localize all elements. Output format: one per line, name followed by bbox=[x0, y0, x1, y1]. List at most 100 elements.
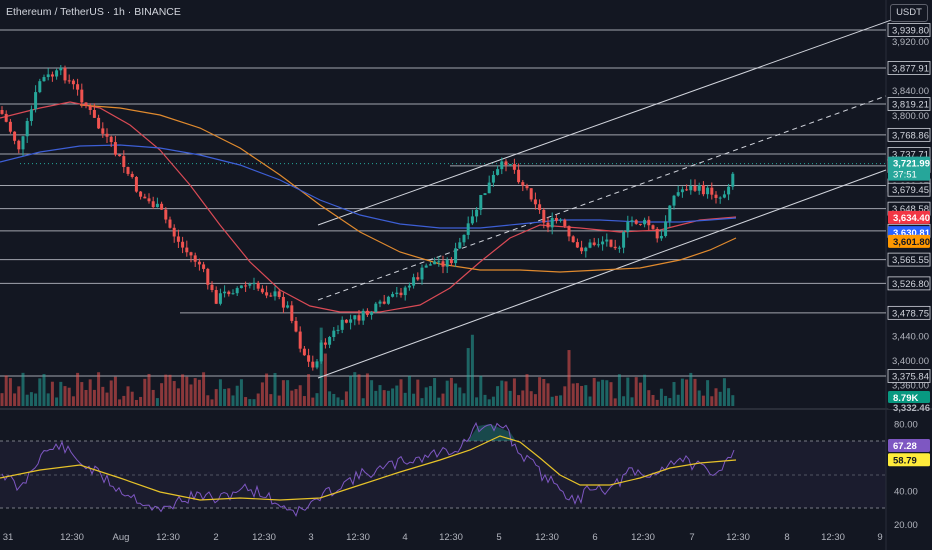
candle-body bbox=[596, 244, 600, 246]
candle-body bbox=[0, 110, 4, 114]
volume-bar bbox=[500, 380, 504, 406]
candle-body bbox=[378, 301, 382, 304]
volume-bar bbox=[223, 388, 227, 406]
time-label: 2 bbox=[213, 532, 218, 543]
candle-body bbox=[412, 277, 416, 286]
candle-body bbox=[34, 92, 38, 110]
ma-orange-badge-box bbox=[888, 234, 930, 248]
volume-bar bbox=[84, 389, 88, 406]
volume-bar bbox=[693, 378, 697, 406]
volume-bar bbox=[643, 374, 647, 406]
trend-channel[interactable] bbox=[317, 17, 898, 379]
volume-bar bbox=[269, 394, 273, 406]
volume-bar bbox=[374, 390, 378, 406]
level-label: 3,939.80 bbox=[892, 26, 929, 37]
candle-body bbox=[126, 167, 130, 174]
volume-bar bbox=[487, 399, 491, 406]
volume-bar bbox=[76, 372, 80, 406]
candle-body bbox=[4, 113, 8, 122]
level-label: 3,375.84 bbox=[892, 372, 929, 383]
currency-button[interactable]: USDT bbox=[890, 4, 928, 22]
volume-bar bbox=[496, 386, 500, 406]
volume-bar bbox=[559, 395, 563, 406]
time-axis: 31 12:30 Aug 12:30 2 12:30 3 12:30 4 12:30 5 12:30 6… bbox=[3, 532, 883, 543]
volume-bar bbox=[172, 381, 176, 406]
volume-bar bbox=[193, 378, 197, 406]
volume-bar bbox=[659, 388, 663, 406]
volume-bar bbox=[596, 381, 600, 406]
channel-mid-line[interactable] bbox=[317, 95, 887, 301]
candle-body bbox=[395, 292, 399, 295]
candle-body bbox=[109, 136, 113, 143]
candle-body bbox=[580, 247, 584, 252]
volume-bar bbox=[130, 391, 134, 406]
channel-upper-line[interactable] bbox=[317, 17, 898, 226]
level-label: 3,737.71 bbox=[892, 149, 929, 160]
level-label-box bbox=[887, 252, 931, 267]
volume-bar bbox=[21, 372, 25, 406]
candle-body bbox=[344, 319, 348, 323]
candle-body bbox=[685, 189, 689, 191]
time-label: 8 bbox=[784, 532, 789, 543]
volume-bar bbox=[697, 390, 701, 406]
time-label: 4 bbox=[402, 532, 407, 543]
candle-body bbox=[403, 287, 407, 296]
volume-bar bbox=[42, 374, 46, 406]
volume-bar bbox=[38, 378, 42, 406]
volume-bar bbox=[59, 381, 63, 406]
volume-bar bbox=[382, 390, 386, 406]
volume-bar bbox=[323, 353, 327, 406]
volume-bar bbox=[101, 386, 105, 406]
volume-bar bbox=[542, 378, 546, 406]
volume-bar bbox=[25, 394, 29, 406]
ma-red-badge: 3,634.40 bbox=[893, 213, 930, 224]
horizontal-levels bbox=[0, 29, 886, 377]
volume-bar bbox=[164, 374, 168, 406]
chart-title: Ethereum / TetherUS · 1h · BINANCE bbox=[6, 6, 181, 18]
volume-bar bbox=[151, 389, 155, 406]
candle-body bbox=[386, 296, 390, 304]
candle-body bbox=[575, 242, 579, 248]
channel-lower-line[interactable] bbox=[317, 169, 887, 379]
candle-body bbox=[365, 310, 369, 315]
candle-body bbox=[529, 188, 533, 200]
candle-body bbox=[67, 80, 71, 82]
candles bbox=[0, 65, 735, 371]
volume-bar bbox=[605, 380, 609, 406]
candle-body bbox=[664, 221, 668, 236]
price-tick-label: 3,360.00 bbox=[892, 381, 929, 392]
volume-bar bbox=[533, 394, 537, 406]
candle-body bbox=[714, 194, 718, 198]
volume-bar bbox=[664, 395, 668, 406]
volume-bar bbox=[197, 379, 201, 406]
candle-body bbox=[227, 291, 231, 295]
volume-bar bbox=[365, 373, 369, 406]
time-label: 12:30 bbox=[535, 532, 559, 543]
candle-body bbox=[391, 294, 395, 297]
volume-bar bbox=[685, 379, 689, 406]
rsi-ma-line bbox=[0, 435, 737, 501]
candle-body bbox=[634, 220, 638, 224]
volume-bar bbox=[416, 379, 420, 406]
volume-bar bbox=[256, 393, 260, 406]
volume-bar bbox=[298, 385, 302, 406]
candle-body bbox=[420, 267, 424, 280]
volume-bar bbox=[622, 396, 626, 406]
level-label-box bbox=[887, 369, 931, 383]
candle-body bbox=[370, 311, 374, 315]
volume-bar bbox=[55, 397, 59, 406]
candle-body bbox=[256, 282, 260, 289]
candle-body bbox=[269, 295, 273, 297]
price-tick-label: 3,840.00 bbox=[892, 86, 929, 97]
candle-body bbox=[59, 67, 63, 71]
candle-body bbox=[143, 196, 147, 199]
volume-bar bbox=[470, 334, 474, 406]
candle-body bbox=[706, 187, 710, 195]
candle-body bbox=[76, 84, 80, 90]
level-label-box bbox=[887, 61, 931, 75]
volume-bar bbox=[567, 350, 571, 406]
volume-bar bbox=[294, 389, 298, 406]
candle-body bbox=[8, 121, 12, 132]
volume-bar bbox=[286, 380, 290, 406]
